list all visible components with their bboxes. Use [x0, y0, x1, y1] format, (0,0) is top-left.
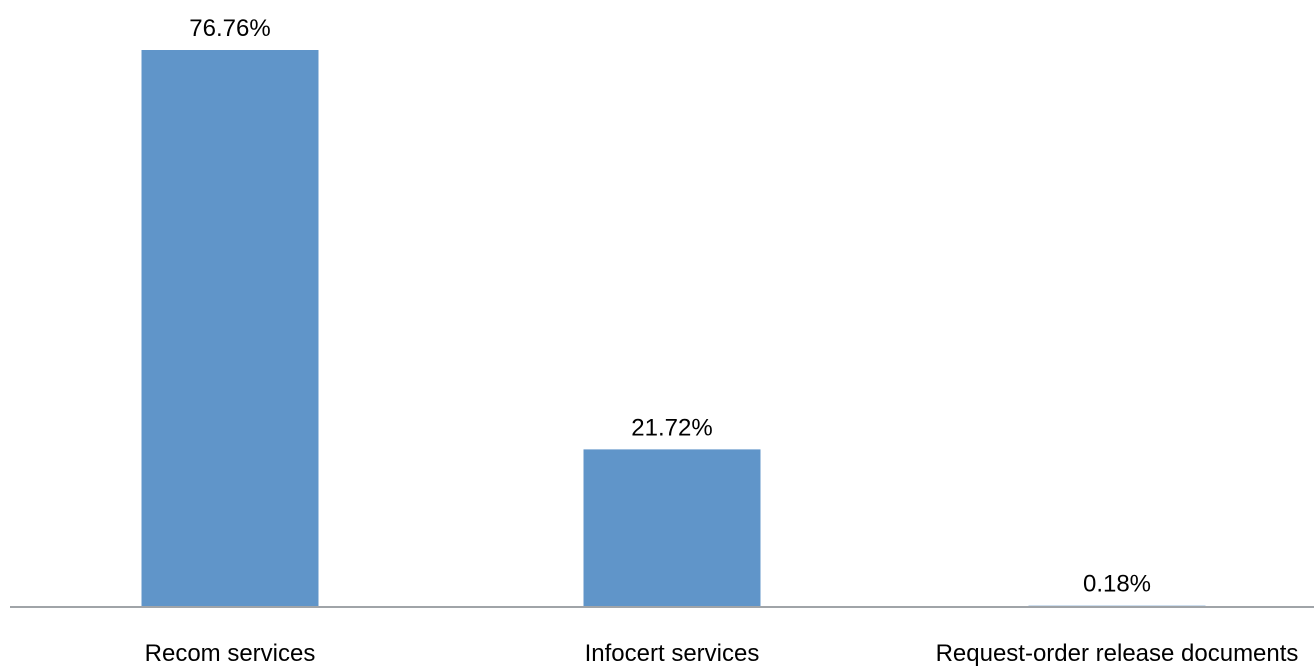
- category-label-3: Request-order release documents: [936, 640, 1299, 666]
- data-label-1: 76.76%: [189, 15, 270, 42]
- bar-1: [141, 50, 319, 607]
- data-label-2: 21.72%: [631, 414, 712, 441]
- data-label-3: 0.18%: [1083, 571, 1151, 598]
- category-label-1: Recom services: [145, 640, 316, 666]
- data-labels-group: 76.76% 21.72% 0.18%: [189, 15, 1151, 598]
- bars-group: [141, 50, 1206, 607]
- bar-2: [583, 449, 761, 607]
- category-labels-group: Recom services Infocert services Request-o…: [145, 640, 1299, 666]
- category-label-2: Infocert services: [585, 640, 760, 666]
